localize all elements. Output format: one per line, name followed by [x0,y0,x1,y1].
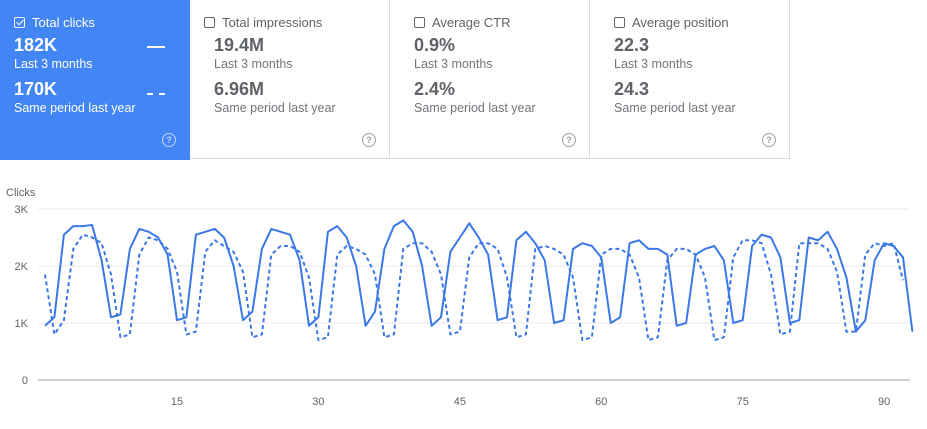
card-header: Total clicks [14,14,176,30]
card-header: Total impressions [204,14,375,30]
card-value: 19.4M [214,35,265,55]
chart-series [44,219,914,342]
card-prev-value: 170K [14,79,58,99]
y-tick-label: 1K [15,318,29,330]
checkbox-unchecked-icon[interactable] [414,16,425,28]
checkbox-unchecked-icon[interactable] [614,16,625,28]
card-prev-value: 6.96M [214,79,265,99]
y-tick-label: 3K [15,204,29,216]
card-label: Total clicks [32,14,95,30]
card-prev-period: Same period last year [614,101,736,115]
y-tick-label: 2K [15,261,29,273]
y-axis-label: Clicks [6,187,36,199]
x-tick-label: 90 [878,396,890,408]
card-total-clicks[interactable]: Total clicks 182K Last 3 months 170K Sam… [0,0,190,160]
solid-line-legend-icon [147,46,165,48]
card-total-impressions[interactable]: Total impressions 19.4M Last 3 months 6.… [190,0,390,159]
card-header: Average CTR [404,14,575,30]
clicks-line-chart[interactable]: Clicks 0 1K 2K 3K 15 30 45 60 75 90 [0,180,927,429]
y-tick-label: 0 [22,375,28,387]
card-average-ctr[interactable]: Average CTR 0.9% Last 3 months 2.4% Same… [390,0,590,159]
card-prev-value: 24.3 [614,79,650,99]
card-label: Average position [632,14,729,30]
metric-cards: Total clicks 182K Last 3 months 170K Sam… [0,0,790,160]
x-tick-label: 75 [737,396,749,408]
card-period: Last 3 months [414,57,493,71]
series-line-previous-period [44,233,904,342]
card-prev-value: 2.4% [414,79,456,99]
card-label: Total impressions [222,14,323,30]
chart-grid [38,208,910,381]
x-axis-ticks: 15 30 45 60 75 90 [171,396,890,408]
card-prev-period: Same period last year [414,101,536,115]
help-icon[interactable]: ? [362,133,376,147]
checkbox-checked-icon[interactable] [14,16,25,28]
x-tick-label: 15 [171,396,183,408]
card-header: Average position [604,14,775,30]
series-line-current-period [44,219,914,333]
card-average-position[interactable]: Average position 22.3 Last 3 months 24.3… [590,0,790,159]
checkbox-unchecked-icon[interactable] [204,16,215,28]
help-icon[interactable]: ? [562,133,576,147]
card-period: Last 3 months [214,57,293,71]
card-value: 0.9% [414,35,456,55]
card-value: 182K [14,35,58,55]
y-axis-ticks: 0 1K 2K 3K [15,204,29,387]
x-tick-label: 45 [454,396,466,408]
dashed-line-legend-icon [147,93,165,95]
help-icon[interactable]: ? [762,133,776,147]
card-value: 22.3 [614,35,650,55]
help-icon[interactable]: ? [162,133,176,147]
x-tick-label: 60 [595,396,607,408]
card-period: Last 3 months [614,57,693,71]
card-period: Last 3 months [14,57,93,71]
x-tick-label: 30 [312,396,324,408]
card-prev-period: Same period last year [214,101,336,115]
card-prev-period: Same period last year [14,101,136,115]
card-label: Average CTR [432,14,511,30]
